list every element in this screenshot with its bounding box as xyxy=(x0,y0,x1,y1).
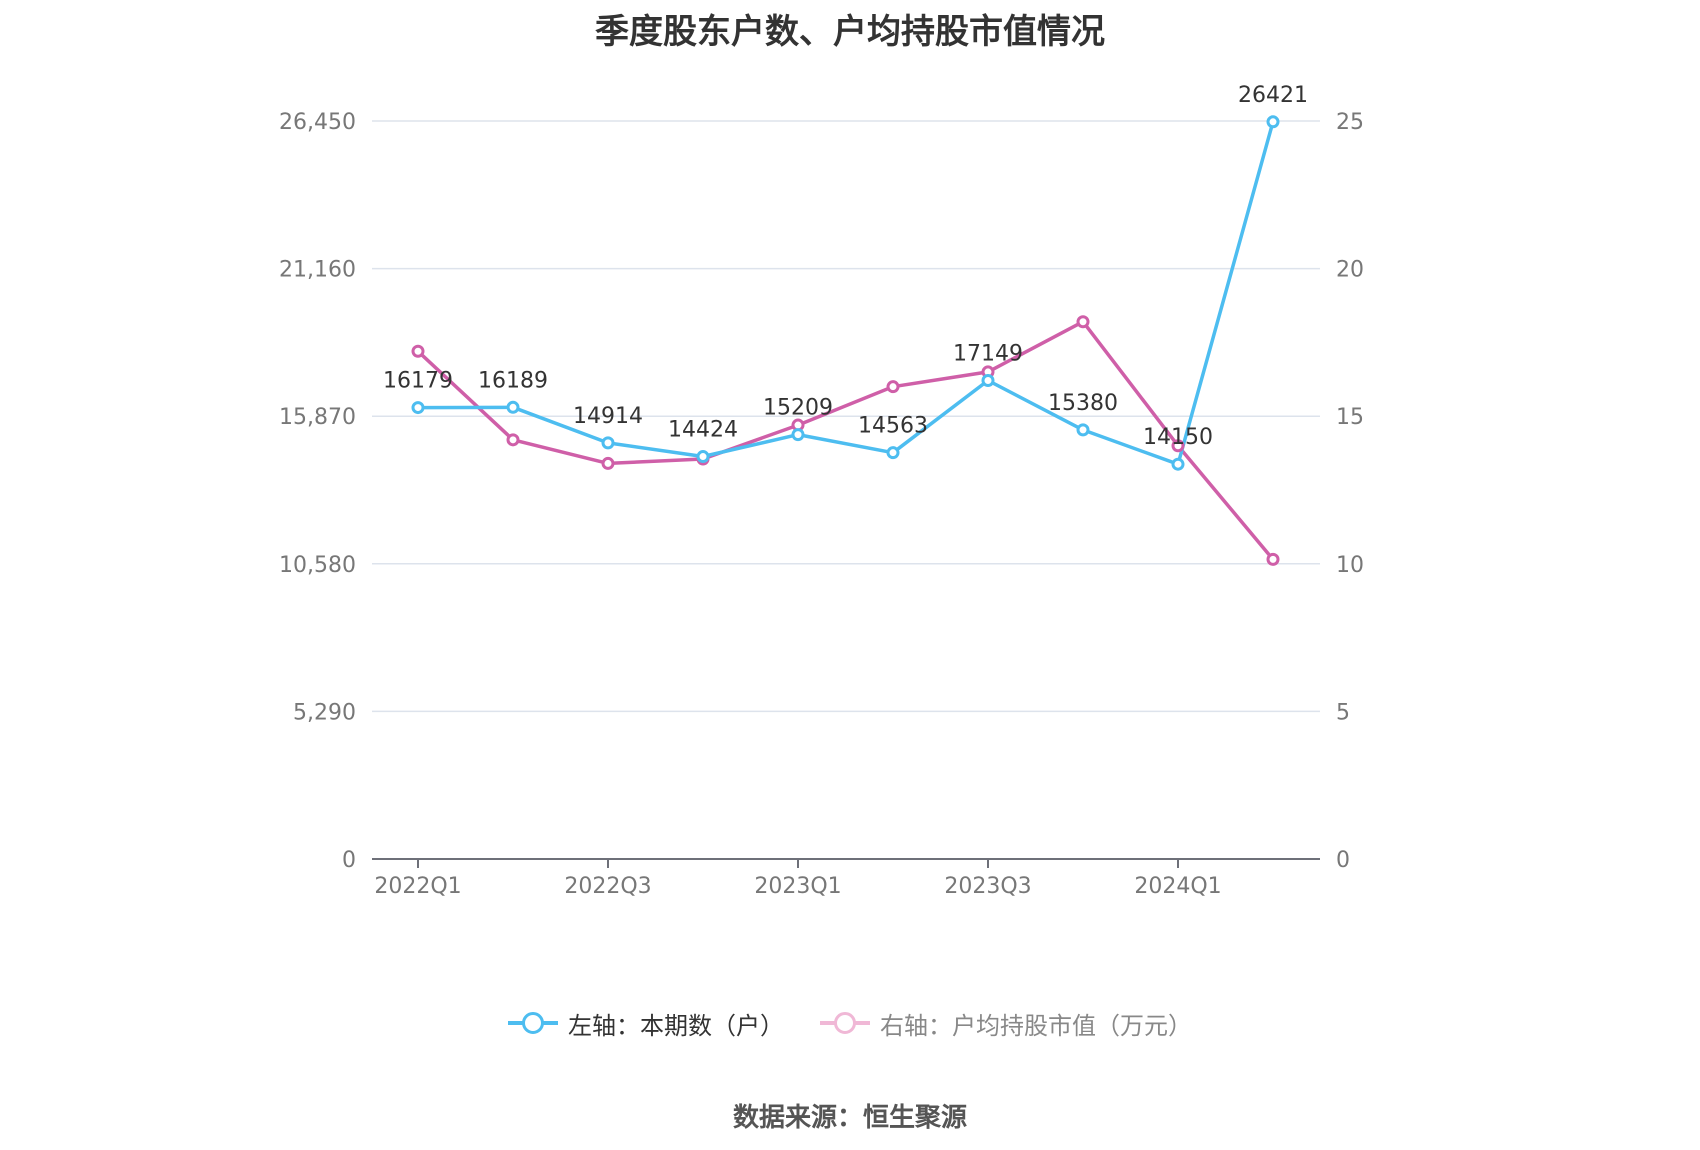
legend-item-left-axis[interactable]: 左轴：本期数（户） xyxy=(508,1006,784,1041)
legend-item-right-axis[interactable]: 右轴：户均持股市值（万元） xyxy=(820,1006,1192,1041)
data-label: 14914 xyxy=(573,404,643,429)
chart-title: 季度股东户数、户均持股市值情况 xyxy=(595,12,1105,52)
data-point-avg-value[interactable] xyxy=(886,380,900,394)
data-point-shareholders[interactable] xyxy=(981,374,995,388)
legend-label-right: 右轴：户均持股市值（万元） xyxy=(880,1011,1192,1040)
left-axis-tick-label: 5,290 xyxy=(293,700,356,725)
data-point-shareholders[interactable] xyxy=(886,446,900,460)
data-label: 15209 xyxy=(763,396,833,421)
legend: 左轴：本期数（户） 右轴：户均持股市值（万元） xyxy=(0,1003,1700,1043)
right-axis-tick-label: 15 xyxy=(1336,405,1364,430)
data-point-shareholders[interactable] xyxy=(791,428,805,442)
x-axis-tick-label: 2023Q3 xyxy=(944,874,1031,899)
series-points xyxy=(411,115,1280,566)
data-point-shareholders[interactable] xyxy=(696,450,710,464)
data-point-avg-value[interactable] xyxy=(601,456,615,470)
data-point-avg-value[interactable] xyxy=(1076,315,1090,329)
data-point-avg-value[interactable] xyxy=(1171,439,1185,453)
data-source: 数据来源：恒生聚源 xyxy=(732,1103,967,1133)
left-axis-tick-label: 10,580 xyxy=(279,553,356,578)
series-line-avg-value xyxy=(416,319,1275,561)
x-axis-tick-label: 2022Q3 xyxy=(564,874,651,899)
data-label: 26421 xyxy=(1238,83,1308,108)
axes: 0 0 5,290 5 10,580 10 15,870 15 21,160 20 26,450 25… xyxy=(279,110,1364,899)
data-labels: 16179 16189 14914 14424 15209 14563 17149 15380… xyxy=(383,83,1308,450)
legend-label-left: 左轴：本期数（户） xyxy=(568,1011,784,1040)
data-label: 14424 xyxy=(668,418,738,443)
data-label: 15380 xyxy=(1048,391,1118,416)
data-label: 17149 xyxy=(953,342,1023,367)
left-axis-tick-label: 21,160 xyxy=(279,258,356,283)
data-point-shareholders[interactable] xyxy=(506,400,520,414)
series-line-shareholders xyxy=(417,121,1275,466)
grid-lines xyxy=(372,120,1320,713)
data-point-shareholders[interactable] xyxy=(411,401,425,415)
data-point-shareholders[interactable] xyxy=(1171,457,1185,471)
data-label: 14150 xyxy=(1143,425,1213,450)
data-point-shareholders[interactable] xyxy=(1076,423,1090,437)
data-point-shareholders[interactable] xyxy=(1266,115,1280,129)
right-axis-tick-label: 20 xyxy=(1336,258,1364,283)
data-point-shareholders[interactable] xyxy=(601,436,615,450)
data-label: 16189 xyxy=(478,368,548,393)
data-label: 14563 xyxy=(858,414,928,439)
x-axis-tick-label: 2024Q1 xyxy=(1134,874,1221,899)
data-point-avg-value[interactable] xyxy=(506,433,520,447)
right-axis-tick-label: 0 xyxy=(1336,848,1350,873)
line-chart: 0 0 5,290 5 10,580 10 15,870 15 21,160 20 26,450 25… xyxy=(279,83,1364,899)
data-label: 16179 xyxy=(383,369,453,394)
right-axis-tick-label: 5 xyxy=(1336,700,1350,725)
x-axis-tick-label: 2022Q1 xyxy=(374,874,461,899)
data-point-avg-value[interactable] xyxy=(411,344,425,358)
x-axis-tick-label: 2023Q1 xyxy=(754,874,841,899)
right-axis-tick-label: 25 xyxy=(1336,110,1364,135)
data-point-avg-value[interactable] xyxy=(1266,552,1280,566)
legend-marker-blue-icon xyxy=(508,1011,558,1035)
left-axis-tick-label: 26,450 xyxy=(279,110,356,135)
series-lines xyxy=(416,121,1275,561)
legend-marker-pink-icon xyxy=(820,1011,870,1035)
right-axis-tick-label: 10 xyxy=(1336,553,1364,578)
left-axis-tick-label: 0 xyxy=(342,848,356,873)
left-axis-tick-label: 15,870 xyxy=(279,405,356,430)
